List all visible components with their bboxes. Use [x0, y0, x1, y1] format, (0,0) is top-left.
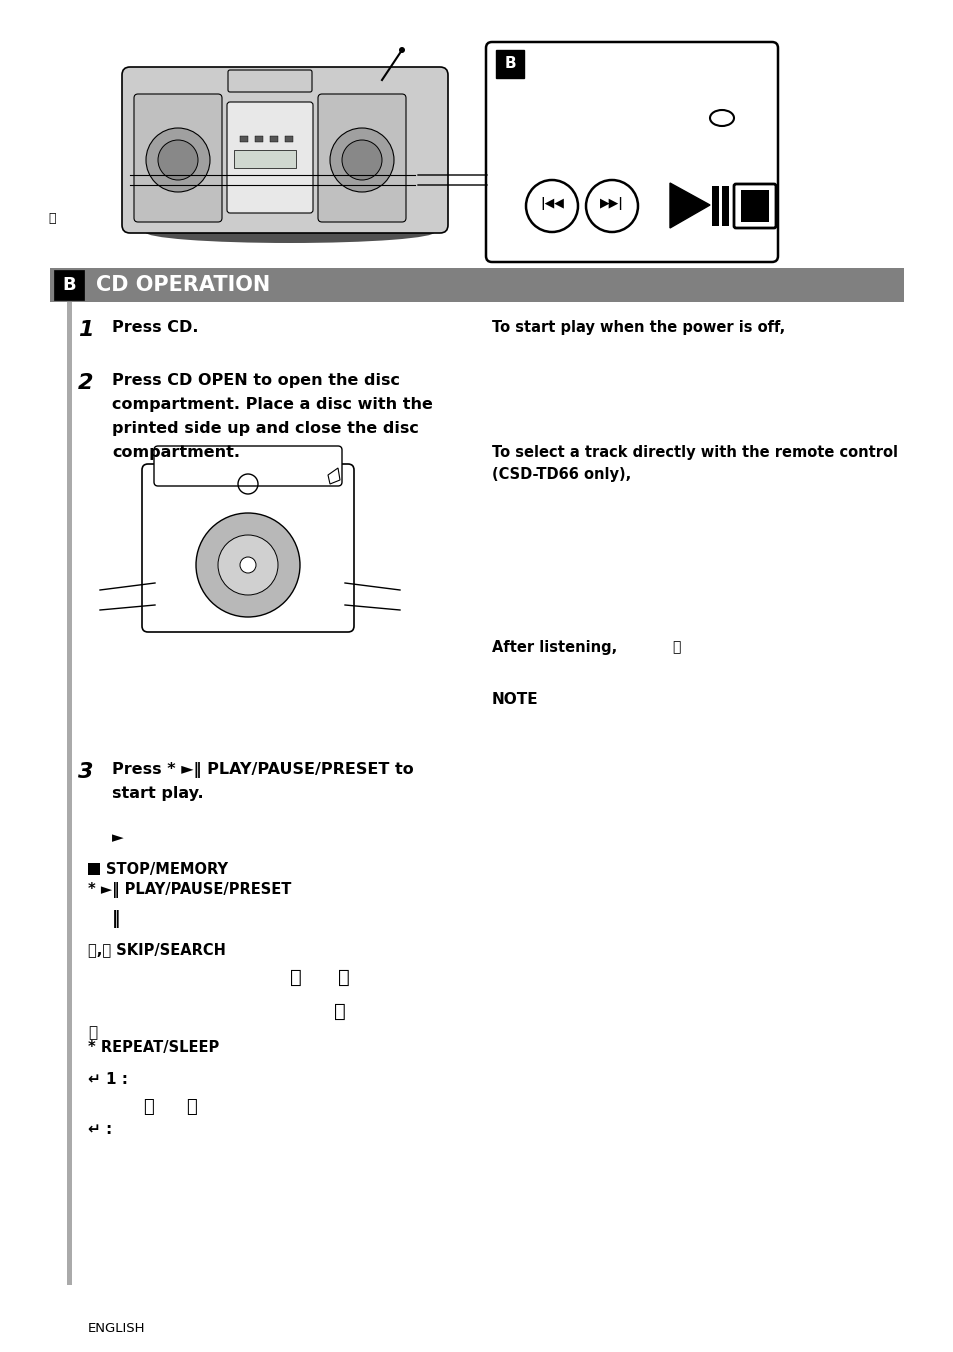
Text: |◀◀: |◀◀ — [539, 196, 563, 210]
Bar — [254, 137, 263, 142]
Bar — [240, 137, 248, 142]
Text: B: B — [503, 57, 516, 72]
FancyBboxPatch shape — [153, 446, 341, 485]
Text: * ►‖ PLAY/PAUSE/PRESET: * ►‖ PLAY/PAUSE/PRESET — [88, 882, 291, 898]
Bar — [711, 187, 719, 226]
Text: After listening,: After listening, — [492, 639, 617, 654]
Circle shape — [341, 141, 381, 180]
Text: ⏻: ⏻ — [671, 639, 679, 654]
FancyBboxPatch shape — [228, 70, 312, 92]
Bar — [67, 300, 71, 1284]
Text: ‖: ‖ — [112, 910, 120, 927]
FancyBboxPatch shape — [142, 464, 354, 631]
Text: ▶▶|: ▶▶| — [599, 196, 623, 210]
Bar — [88, 863, 100, 875]
Circle shape — [146, 128, 210, 192]
Text: compartment.: compartment. — [112, 445, 240, 460]
Text: ►: ► — [112, 830, 124, 845]
Bar — [740, 191, 768, 222]
Text: Press CD OPEN to open the disc: Press CD OPEN to open the disc — [112, 373, 399, 388]
Ellipse shape — [145, 220, 435, 243]
Text: ⏭: ⏭ — [337, 968, 350, 987]
Circle shape — [218, 535, 277, 595]
Text: To select a track directly with the remote control: To select a track directly with the remo… — [492, 445, 897, 460]
Polygon shape — [669, 183, 709, 228]
Text: ⏮: ⏮ — [290, 968, 301, 987]
Circle shape — [158, 141, 198, 180]
Text: printed side up and close the disc: printed side up and close the disc — [112, 420, 418, 435]
Circle shape — [330, 128, 394, 192]
Circle shape — [195, 512, 299, 617]
Text: CD OPERATION: CD OPERATION — [96, 274, 270, 295]
Bar — [496, 50, 523, 78]
Polygon shape — [328, 468, 339, 484]
Text: STOP/MEMORY: STOP/MEMORY — [106, 863, 228, 877]
FancyBboxPatch shape — [133, 95, 222, 222]
FancyBboxPatch shape — [317, 95, 406, 222]
Text: B: B — [62, 276, 75, 293]
Bar — [721, 187, 728, 226]
Text: ⏮: ⏮ — [334, 1002, 345, 1021]
Text: * REPEAT/SLEEP: * REPEAT/SLEEP — [88, 1040, 219, 1055]
FancyBboxPatch shape — [122, 68, 448, 233]
Text: Press * ►‖ PLAY/PAUSE/PRESET to: Press * ►‖ PLAY/PAUSE/PRESET to — [112, 763, 414, 777]
Circle shape — [240, 557, 255, 573]
Bar — [50, 268, 903, 301]
Text: (CSD-TD66 only),: (CSD-TD66 only), — [492, 466, 631, 483]
Text: compartment. Place a disc with the: compartment. Place a disc with the — [112, 397, 433, 412]
Text: 1: 1 — [78, 320, 93, 339]
Text: Press CD.: Press CD. — [112, 320, 198, 335]
Text: ↵ :: ↵ : — [88, 1122, 112, 1137]
Text: ⏭: ⏭ — [88, 1025, 97, 1040]
Bar — [233, 150, 295, 168]
Text: ⏭: ⏭ — [186, 1098, 196, 1115]
FancyBboxPatch shape — [485, 42, 778, 262]
Text: To start play when the power is off,: To start play when the power is off, — [492, 320, 784, 335]
Text: ⏮: ⏮ — [143, 1098, 153, 1115]
Text: 2: 2 — [78, 373, 93, 393]
Bar — [54, 270, 84, 300]
Text: NOTE: NOTE — [492, 692, 538, 707]
Text: 3: 3 — [78, 763, 93, 781]
FancyBboxPatch shape — [227, 101, 313, 214]
Circle shape — [398, 47, 405, 53]
Text: ⏮,⏭ SKIP/SEARCH: ⏮,⏭ SKIP/SEARCH — [88, 942, 226, 957]
Text: ↵ 1 :: ↵ 1 : — [88, 1072, 128, 1087]
Text: ENGLISH: ENGLISH — [88, 1322, 146, 1334]
Text: start play.: start play. — [112, 786, 203, 800]
Text: ⏻: ⏻ — [49, 211, 55, 224]
Bar — [270, 137, 277, 142]
Bar — [285, 137, 293, 142]
